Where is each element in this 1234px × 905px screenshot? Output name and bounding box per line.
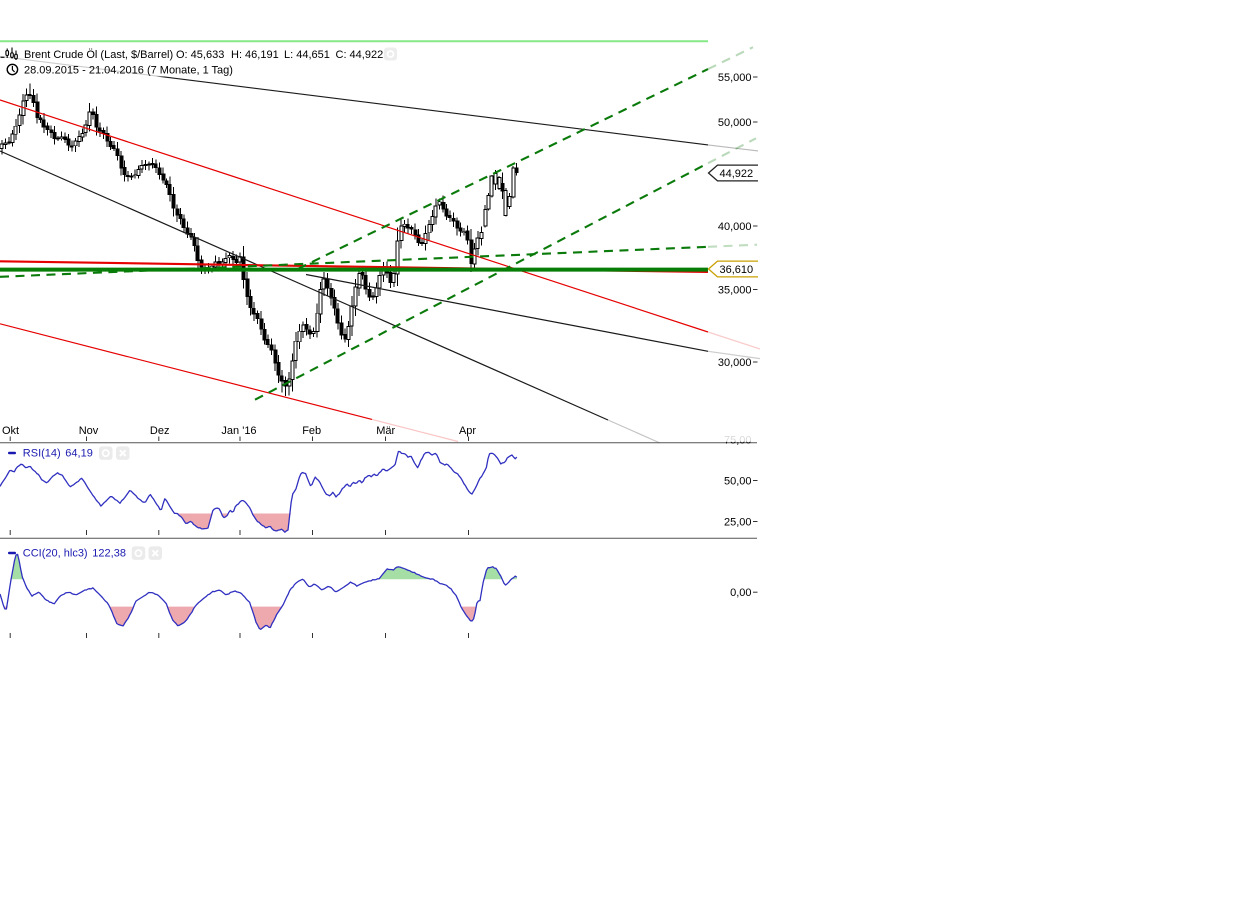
svg-text:55,000: 55,000 <box>718 72 752 84</box>
svg-text:L: 44,651: L: 44,651 <box>284 49 330 61</box>
svg-text:50,00: 50,00 <box>724 476 752 488</box>
svg-text:Nov: Nov <box>79 425 99 437</box>
svg-text:44,922: 44,922 <box>720 168 754 180</box>
svg-text:Brent Crude Öl (Last, $/Barrel: Brent Crude Öl (Last, $/Barrel) <box>24 49 173 61</box>
svg-text:36,610: 36,610 <box>720 264 754 276</box>
svg-text:Okt: Okt <box>2 425 19 437</box>
svg-text:O: 45,633: O: 45,633 <box>176 49 224 61</box>
svg-text:Dez: Dez <box>150 425 170 437</box>
svg-text:Feb: Feb <box>302 425 321 437</box>
svg-text:Apr: Apr <box>459 425 476 437</box>
svg-text:CCI(20, hlc3): CCI(20, hlc3) <box>23 548 88 560</box>
svg-text:35,000: 35,000 <box>718 285 752 297</box>
svg-text:64,19: 64,19 <box>65 448 93 460</box>
svg-text:40,000: 40,000 <box>718 221 752 233</box>
svg-text:28.09.2015 - 21.04.2016 (7 Mon: 28.09.2015 - 21.04.2016 (7 Monate, 1 Tag… <box>24 64 233 76</box>
svg-text:25,00: 25,00 <box>724 517 752 529</box>
svg-text:0,00: 0,00 <box>730 587 751 599</box>
svg-text:Mär: Mär <box>376 425 395 437</box>
svg-text:C: 44,922: C: 44,922 <box>336 49 384 61</box>
svg-text:H: 46,191: H: 46,191 <box>231 49 279 61</box>
svg-text:RSI(14): RSI(14) <box>23 448 61 460</box>
svg-text:50,000: 50,000 <box>718 117 752 129</box>
svg-text:122,38: 122,38 <box>92 548 126 560</box>
svg-text:Jan '16: Jan '16 <box>221 425 256 437</box>
svg-text:30,000: 30,000 <box>718 357 752 369</box>
